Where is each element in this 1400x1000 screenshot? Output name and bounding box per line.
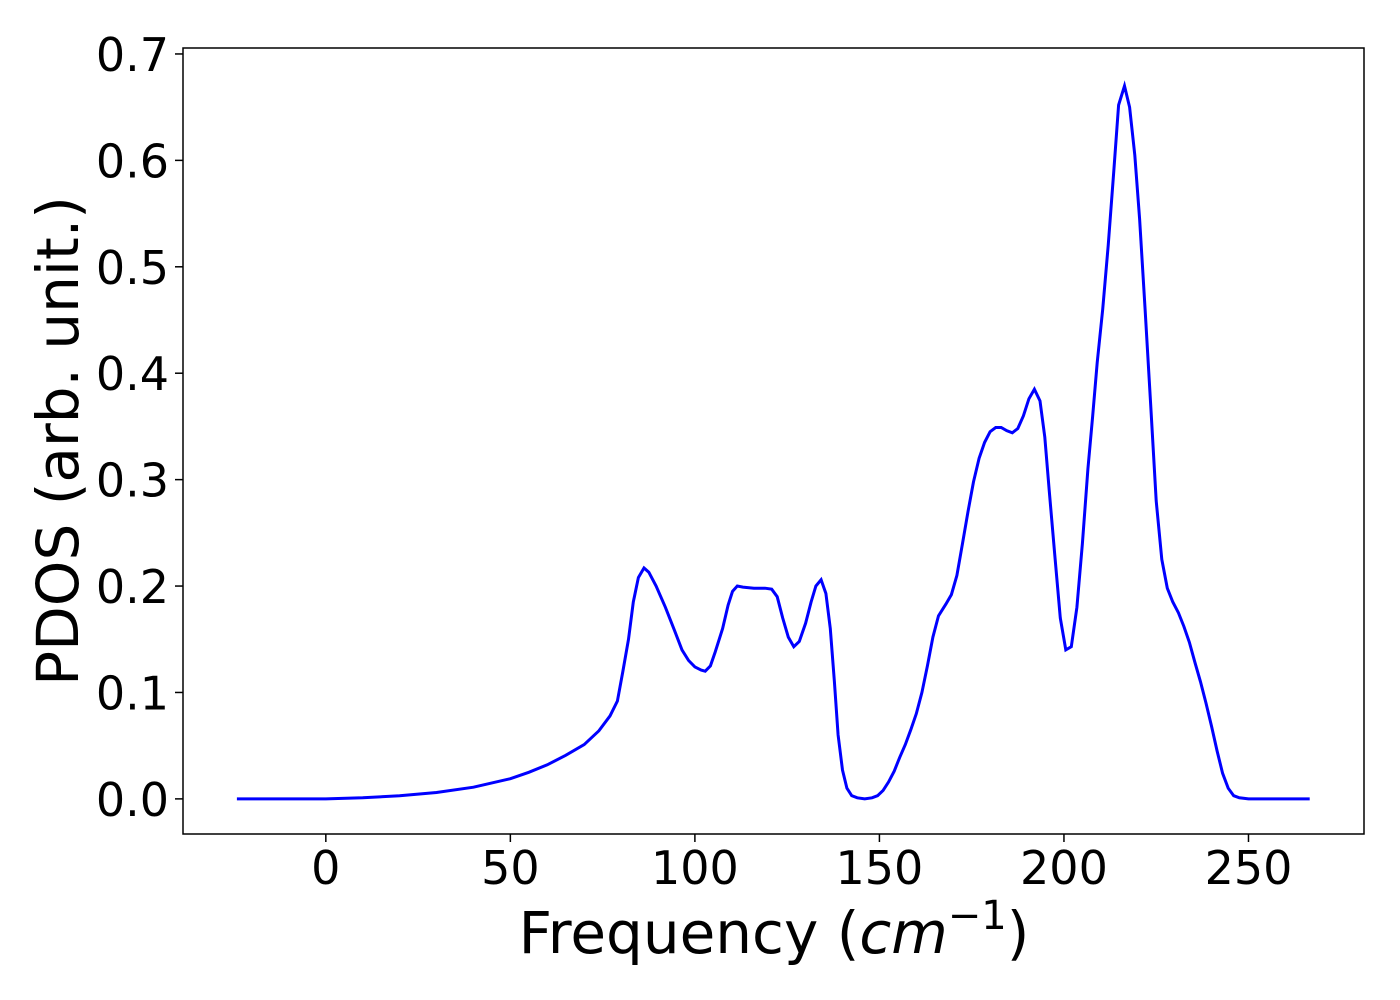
x-label-text: ): [1007, 899, 1030, 967]
y-tick-label: 0.5: [96, 241, 169, 295]
y-tick-label: 0.1: [96, 666, 169, 720]
y-tick-label: 0.4: [96, 347, 169, 401]
y-tick-label: 0.6: [96, 134, 169, 188]
y-tick-label: 0.0: [96, 773, 169, 827]
x-tick-label: 100: [651, 841, 739, 895]
x-tick-label: 0: [311, 841, 340, 895]
x-label-math: cm: [859, 899, 947, 967]
y-axis-label: PDOS (arb. unit.): [24, 196, 92, 686]
x-tick-label: 50: [481, 841, 540, 895]
x-tick-label: 200: [1020, 841, 1108, 895]
x-axis-label: Frequency (cm−1): [519, 893, 1030, 967]
x-tick-label: 250: [1205, 841, 1293, 895]
x-tick-label: 150: [836, 841, 924, 895]
y-tick-label: 0.2: [96, 560, 169, 614]
plot-frame: [182, 47, 1365, 835]
x-label-text: Frequency (: [519, 899, 860, 967]
data-line: [236, 80, 1310, 801]
y-tick-label: 0.3: [96, 454, 169, 508]
y-tick-label: 0.7: [96, 28, 169, 82]
x-label-sup: −1: [948, 893, 1007, 939]
